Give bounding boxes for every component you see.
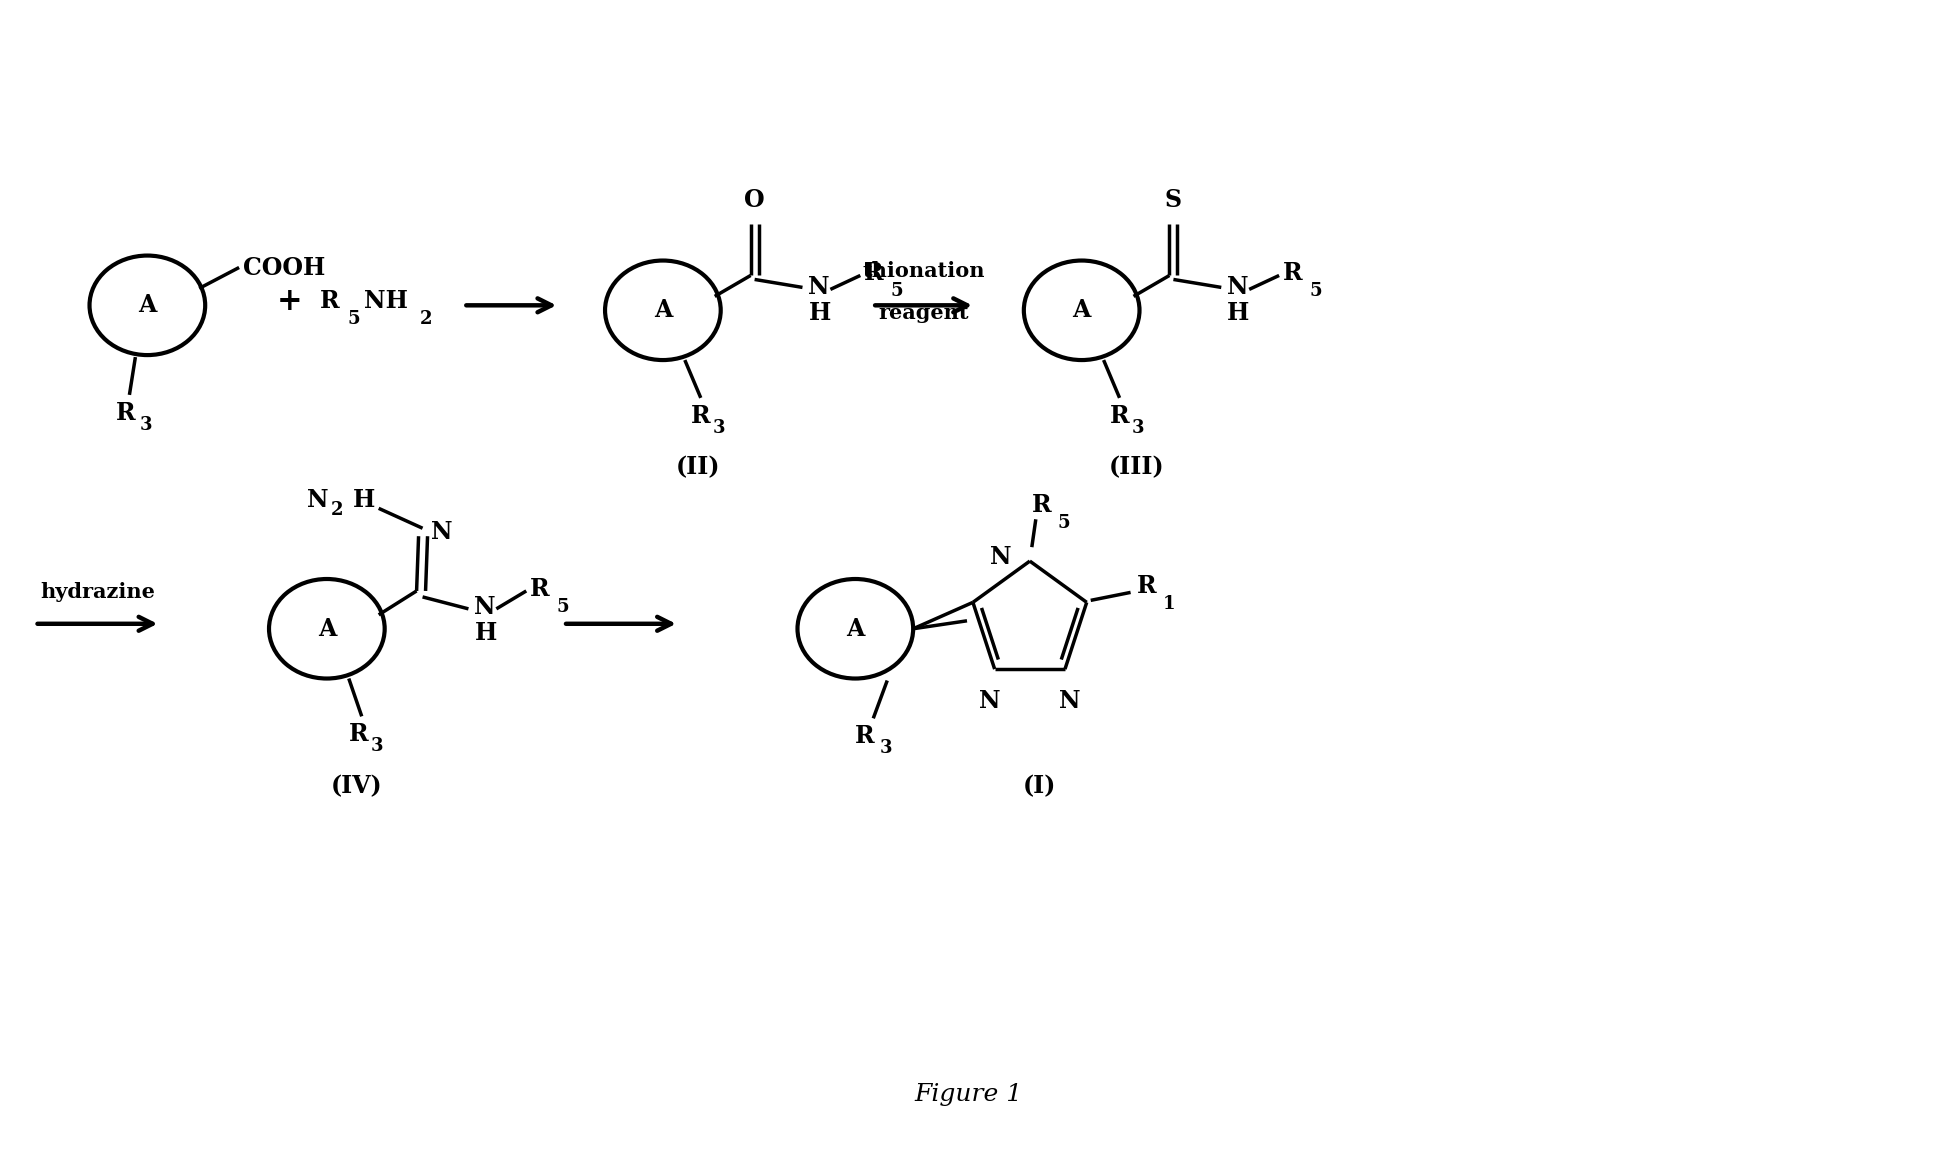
Text: 3: 3 [139, 416, 151, 433]
Text: N: N [308, 488, 329, 512]
Text: 1: 1 [1163, 596, 1175, 613]
Text: R: R [1283, 262, 1302, 285]
Text: COOH: COOH [244, 255, 325, 279]
Text: R: R [1031, 494, 1051, 517]
Text: R: R [116, 401, 135, 425]
Text: Figure 1: Figure 1 [913, 1083, 1022, 1106]
Text: R: R [1109, 403, 1130, 428]
Text: 5: 5 [1308, 283, 1322, 300]
Text: A: A [137, 293, 157, 318]
Text: S: S [1165, 188, 1182, 212]
Text: 2: 2 [331, 502, 342, 519]
Text: A: A [1072, 298, 1091, 322]
Text: +: + [277, 286, 302, 316]
Text: 5: 5 [890, 283, 904, 300]
Text: R: R [855, 724, 875, 749]
Text: 5: 5 [555, 598, 569, 615]
Text: 2: 2 [420, 311, 432, 328]
Text: reagent: reagent [878, 304, 969, 323]
Text: 5: 5 [1058, 515, 1070, 532]
Text: 3: 3 [1132, 418, 1144, 437]
Text: A: A [317, 617, 337, 641]
Text: N: N [991, 545, 1012, 569]
Text: O: O [745, 188, 764, 212]
Text: R: R [1136, 575, 1157, 598]
Text: 3: 3 [372, 737, 383, 756]
Text: N: N [1058, 688, 1082, 713]
Text: thionation: thionation [863, 262, 985, 282]
Text: H: H [352, 488, 375, 512]
Text: A: A [654, 298, 671, 322]
Text: H: H [474, 621, 497, 644]
Text: (III): (III) [1109, 455, 1165, 480]
Text: R: R [319, 290, 339, 313]
Text: NH: NH [364, 290, 408, 313]
Text: 5: 5 [348, 311, 360, 328]
Text: (IV): (IV) [331, 774, 383, 799]
Text: hydrazine: hydrazine [41, 582, 155, 602]
Text: 3: 3 [878, 739, 892, 757]
Text: H: H [809, 301, 830, 326]
Text: N: N [809, 276, 830, 299]
Text: (I): (I) [1024, 774, 1057, 799]
Text: (II): (II) [675, 455, 720, 480]
Text: N: N [1227, 276, 1248, 299]
Text: N: N [474, 595, 495, 619]
Text: H: H [1227, 301, 1250, 326]
Text: N: N [432, 520, 453, 545]
Text: R: R [530, 577, 550, 602]
Text: R: R [348, 722, 368, 746]
Text: A: A [846, 617, 865, 641]
Text: 3: 3 [712, 418, 726, 437]
Text: R: R [865, 262, 884, 285]
Text: R: R [691, 403, 710, 428]
Text: N: N [979, 688, 1000, 713]
